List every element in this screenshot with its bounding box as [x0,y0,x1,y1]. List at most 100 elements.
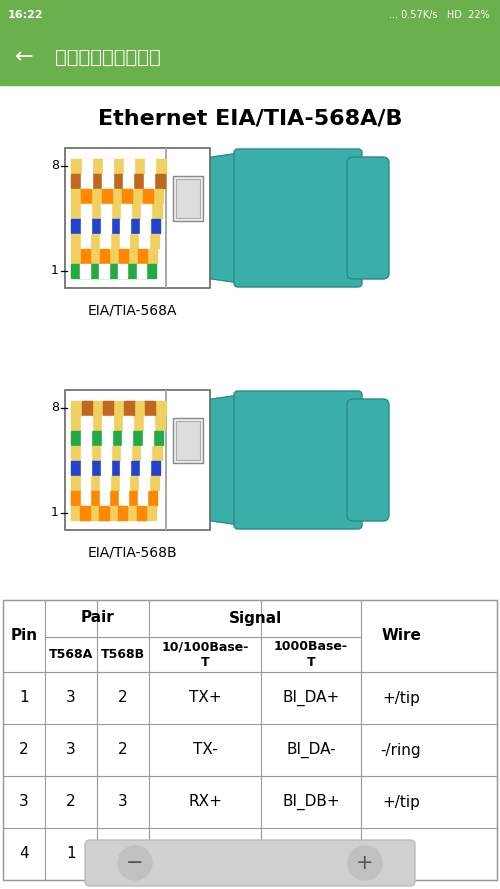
Bar [144,173,154,188]
Bar [145,158,156,172]
Text: 8: 8 [51,159,59,172]
Bar [71,158,166,172]
Bar [81,204,91,218]
Bar [140,219,150,233]
Text: Pin: Pin [10,629,38,644]
Bar [80,234,90,247]
Text: 2: 2 [66,795,76,810]
Bar [100,219,110,233]
Bar [80,491,90,504]
Text: 以太网接口引脈定义: 以太网接口引脈定义 [55,47,161,67]
Bar [3,600,497,880]
Bar [80,263,90,277]
Text: Signal: Signal [228,611,281,626]
Bar [176,179,200,218]
Text: 4: 4 [19,846,29,861]
Text: 1: 1 [118,846,128,861]
Text: +/tip: +/tip [382,691,420,706]
Text: T568B: T568B [101,648,145,661]
Bar [138,249,147,262]
Text: 1: 1 [51,264,59,277]
Bar [136,506,146,519]
Bar [71,401,166,414]
Text: -/ring: -/ring [380,742,422,757]
Text: Wire: Wire [381,629,421,644]
Bar [71,173,164,188]
Bar [142,188,153,203]
Bar [81,461,91,475]
Bar [123,415,134,429]
Text: 3: 3 [118,795,128,810]
Bar [71,461,160,475]
Bar [82,158,92,172]
Bar [142,430,153,444]
Bar [81,445,91,460]
Text: RX+: RX+ [188,795,222,810]
Bar [71,476,158,490]
Text: 3: 3 [66,691,76,706]
Bar [82,401,92,414]
FancyBboxPatch shape [347,399,389,521]
Bar [102,173,113,188]
Bar [71,430,163,444]
Bar [145,401,156,414]
Bar [120,476,130,490]
Bar [71,491,157,504]
Bar [80,506,90,519]
Text: Ethernet EIA/TIA-568A/B: Ethernet EIA/TIA-568A/B [98,108,402,128]
Bar [165,390,167,530]
Bar [123,173,134,188]
FancyBboxPatch shape [85,840,415,886]
Bar [100,461,110,475]
FancyBboxPatch shape [234,149,362,287]
Bar [120,234,130,247]
Bar [101,445,111,460]
Bar [102,158,113,172]
Bar [71,188,163,203]
Bar [71,415,164,429]
Bar [122,204,132,218]
Bar [65,390,210,530]
Bar [82,415,92,429]
Circle shape [118,846,152,880]
Bar [0,30,500,85]
Bar [82,173,92,188]
Bar [71,263,156,277]
Text: ←: ← [15,47,34,67]
Text: EIA/TIA-568A: EIA/TIA-568A [88,303,177,317]
Text: 1: 1 [66,846,76,861]
Polygon shape [150,153,240,283]
Bar [102,430,112,444]
Bar [102,188,112,203]
Bar [122,188,132,203]
Text: 8: 8 [51,401,59,414]
Text: 10/100Base-
T: 10/100Base- T [162,640,248,669]
Bar [71,219,160,233]
Text: BI_DA+: BI_DA+ [282,690,340,706]
Bar [139,476,149,490]
Text: +/tip: +/tip [382,795,420,810]
Bar [71,506,156,519]
Bar [99,506,108,519]
Polygon shape [150,395,240,525]
Text: 1: 1 [51,506,59,519]
Text: 3: 3 [19,795,29,810]
Text: 16:22: 16:22 [8,10,44,20]
Bar [99,263,108,277]
FancyBboxPatch shape [347,157,389,279]
Bar [173,418,203,463]
Text: −: − [126,853,144,873]
Text: 2: 2 [19,742,29,757]
Bar [100,234,110,247]
Text: BI_DB+: BI_DB+ [282,794,340,810]
Bar [80,476,90,490]
Bar [140,461,150,475]
Bar [71,249,157,262]
Bar [0,0,500,30]
Bar [138,491,147,504]
Bar [101,204,111,218]
Bar [71,234,158,247]
Bar [122,445,132,460]
Bar [120,461,130,475]
Bar [165,148,167,288]
